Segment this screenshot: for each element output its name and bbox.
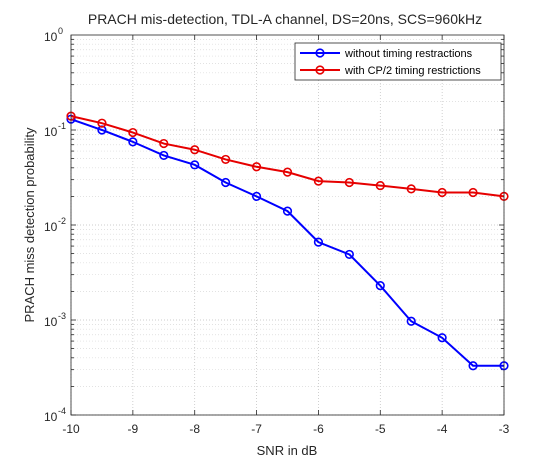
legend-entry: with CP/2 timing restrictions <box>300 65 481 77</box>
x-tick-label: -6 <box>313 422 324 436</box>
series-2 <box>66 111 509 202</box>
x-tick-label: -4 <box>437 422 448 436</box>
legend-marker-swatch <box>315 65 325 75</box>
data-point-marker <box>313 237 324 247</box>
data-point-marker <box>128 127 138 138</box>
data-point-marker <box>406 316 416 326</box>
chart-legend: without timing restractions with CP/2 tim… <box>294 42 502 81</box>
y-tick-label: 10 -2 <box>44 216 66 234</box>
data-point-marker <box>221 154 231 165</box>
x-tick-label: -8 <box>189 422 200 436</box>
y-tick-label-base: 10 <box>44 315 58 329</box>
data-point-marker <box>190 160 200 170</box>
y-tick-label-base: 10 <box>44 30 58 44</box>
legend-box <box>294 42 502 81</box>
y-tick-label-base: 10 <box>44 125 58 139</box>
x-tick-label: -7 <box>251 422 262 436</box>
data-point-marker <box>406 184 416 194</box>
data-point-marker <box>344 249 354 260</box>
data-point-marker <box>468 187 478 198</box>
data-point-marker <box>375 180 385 191</box>
y-tick-label-exponent: -1 <box>58 121 66 131</box>
y-tick-label-exponent: -2 <box>58 216 66 226</box>
legend-label: without timing restractions <box>344 48 473 60</box>
legend-entry: without timing restractions <box>300 48 473 60</box>
data-point-marker <box>251 162 262 172</box>
x-tick-label: -10 <box>62 422 80 436</box>
data-point-marker <box>97 118 107 128</box>
y-tick-label-exponent: 0 <box>58 26 63 36</box>
data-point-marker <box>437 187 447 198</box>
data-point-marker <box>468 361 478 371</box>
series-line <box>70 115 505 198</box>
series-line <box>70 118 504 367</box>
data-point-marker <box>437 333 447 343</box>
data-point-marker <box>159 150 169 161</box>
y-tick-label: 10 -1 <box>44 121 66 139</box>
y-tick-label-exponent: -4 <box>58 406 66 416</box>
plot-box <box>70 34 505 416</box>
data-point-marker <box>190 145 200 155</box>
data-point-marker <box>282 206 293 216</box>
x-axis-label: SNR in dB <box>257 443 318 458</box>
legend-marker-swatch <box>315 48 325 58</box>
data-point-marker <box>221 177 231 188</box>
data-point-marker <box>251 191 262 202</box>
data-point-marker <box>282 167 293 177</box>
x-tick-label: -5 <box>375 422 386 436</box>
x-tick-label: -9 <box>128 422 139 436</box>
y-axis-label: PRACH miss detection probability <box>22 127 37 323</box>
chart-title: PRACH mis-detection, TDL-A channel, DS=2… <box>88 11 482 27</box>
data-point-marker <box>159 138 169 149</box>
y-tick-label-base: 10 <box>44 410 58 424</box>
y-tick-label-exponent: -3 <box>58 311 66 321</box>
y-tick-label: 10 -4 <box>44 406 66 424</box>
data-point-marker <box>128 137 138 147</box>
y-tick-label: 10 0 <box>44 26 63 44</box>
x-tick-labels: -10 -9 -8 -7 -6 -5 -4 -3 <box>62 422 509 436</box>
x-tick-label: -3 <box>499 422 510 436</box>
data-point-marker <box>313 176 324 186</box>
data-point-marker <box>375 281 385 291</box>
data-series <box>66 111 509 371</box>
data-point-marker <box>344 177 354 188</box>
y-tick-label: 10 -3 <box>44 311 66 329</box>
legend-label: with CP/2 timing restrictions <box>344 65 481 77</box>
y-tick-label-base: 10 <box>44 220 58 234</box>
